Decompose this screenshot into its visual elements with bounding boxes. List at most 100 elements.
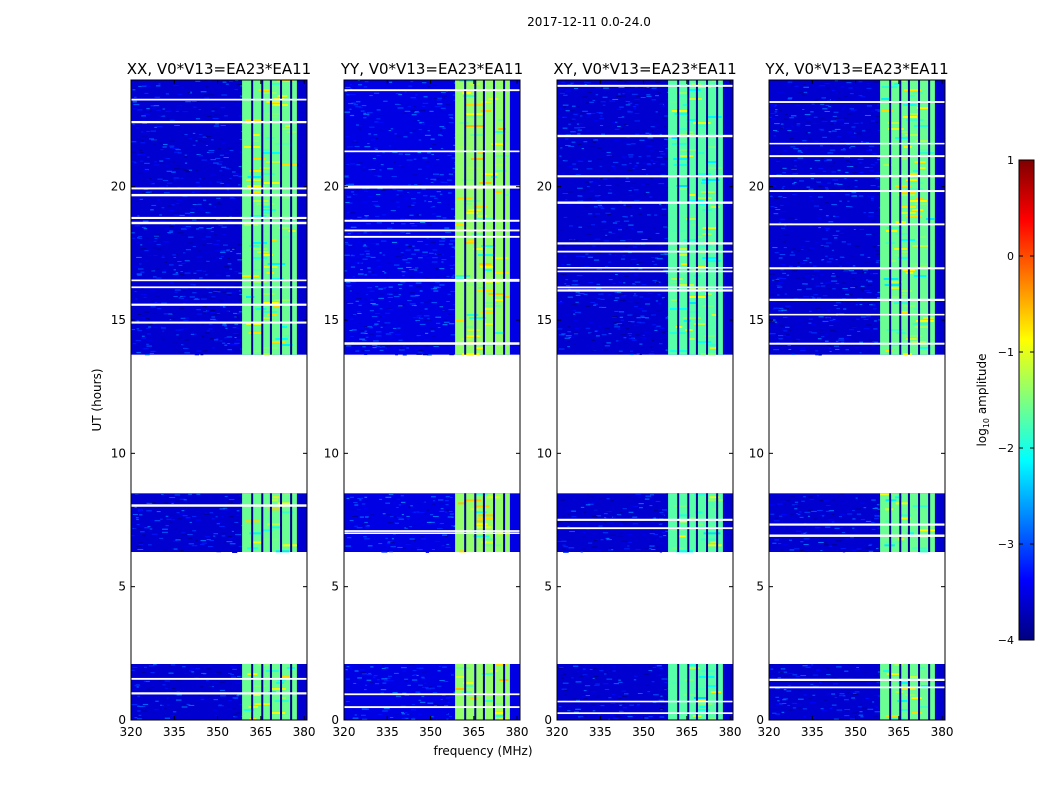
speckle bbox=[133, 536, 136, 538]
speckle bbox=[833, 320, 840, 322]
speckle bbox=[390, 222, 394, 224]
speckle bbox=[658, 303, 662, 305]
speckle bbox=[207, 309, 210, 311]
speckle bbox=[356, 523, 361, 525]
speckle bbox=[385, 502, 391, 504]
speckle bbox=[598, 195, 601, 197]
speckle bbox=[846, 692, 852, 694]
speckle bbox=[409, 285, 413, 287]
speckle bbox=[573, 505, 579, 507]
band-texture bbox=[491, 257, 509, 259]
band-texture bbox=[465, 685, 474, 687]
speckle bbox=[850, 718, 856, 720]
speckle bbox=[145, 327, 150, 329]
speckle bbox=[618, 681, 623, 683]
speckle bbox=[359, 516, 365, 518]
speckle bbox=[193, 298, 200, 300]
speckle bbox=[595, 94, 599, 96]
speckle bbox=[205, 86, 209, 88]
speckle bbox=[380, 129, 384, 131]
band-texture bbox=[691, 224, 700, 226]
speckle bbox=[625, 328, 630, 330]
speckle bbox=[419, 271, 423, 273]
speckle bbox=[432, 500, 436, 502]
speckle bbox=[577, 716, 584, 718]
speckle bbox=[606, 539, 612, 541]
speckle bbox=[217, 203, 223, 205]
speckle bbox=[623, 337, 627, 339]
speckle bbox=[173, 528, 178, 530]
speckle bbox=[192, 203, 198, 205]
speckle bbox=[398, 306, 402, 308]
speckle bbox=[426, 165, 429, 167]
speckle bbox=[406, 232, 411, 234]
speckle bbox=[155, 530, 161, 532]
speckle bbox=[613, 516, 618, 518]
speckle bbox=[603, 236, 610, 238]
speckle bbox=[223, 148, 227, 150]
speckle bbox=[843, 543, 849, 545]
band-texture bbox=[484, 700, 495, 702]
speckle bbox=[372, 344, 378, 346]
speckle bbox=[404, 153, 411, 155]
band-texture bbox=[455, 275, 471, 277]
speckle bbox=[146, 130, 150, 132]
speckle bbox=[360, 212, 366, 214]
speckle bbox=[134, 506, 137, 508]
band-texture bbox=[885, 508, 894, 511]
speckle bbox=[369, 350, 376, 352]
speckle bbox=[562, 515, 566, 517]
speckle bbox=[796, 513, 799, 515]
speckle bbox=[151, 270, 156, 272]
band-texture bbox=[697, 107, 707, 109]
speckle bbox=[626, 143, 631, 145]
speckle bbox=[847, 209, 851, 211]
speckle bbox=[871, 528, 876, 530]
speckle bbox=[795, 277, 801, 279]
speckle bbox=[131, 161, 136, 163]
speckle bbox=[567, 526, 570, 528]
speckle bbox=[182, 296, 187, 298]
speckle bbox=[392, 151, 398, 153]
speckle bbox=[854, 669, 860, 671]
speckle bbox=[437, 327, 441, 329]
band-texture bbox=[466, 335, 481, 337]
speckle bbox=[442, 181, 448, 183]
band-texture bbox=[695, 152, 705, 154]
speckle bbox=[444, 500, 449, 502]
speckle bbox=[214, 339, 219, 341]
speckle bbox=[644, 88, 650, 90]
speckle bbox=[662, 166, 665, 168]
speckle bbox=[840, 317, 845, 319]
speckle bbox=[444, 244, 447, 246]
speckle bbox=[403, 503, 408, 505]
speckle bbox=[779, 671, 784, 673]
x-tick-label: 350 bbox=[632, 725, 655, 739]
speckle bbox=[821, 259, 825, 261]
speckle bbox=[219, 154, 224, 156]
speckle bbox=[656, 273, 663, 275]
speckle bbox=[572, 280, 578, 282]
speckle bbox=[788, 97, 793, 99]
speckle bbox=[443, 265, 447, 267]
speckle bbox=[232, 248, 235, 250]
speckle bbox=[369, 310, 374, 312]
speckle bbox=[864, 547, 870, 549]
speckle bbox=[450, 290, 457, 292]
speckle bbox=[612, 161, 619, 163]
speckle bbox=[424, 308, 428, 310]
speckle bbox=[234, 349, 241, 351]
speckle bbox=[387, 698, 394, 700]
band-texture bbox=[492, 272, 509, 274]
speckle bbox=[599, 125, 604, 127]
speckle bbox=[375, 286, 379, 288]
band-texture bbox=[455, 667, 471, 669]
speckle bbox=[807, 116, 812, 118]
band-texture bbox=[885, 520, 893, 523]
speckle bbox=[207, 691, 213, 693]
speckle bbox=[173, 212, 179, 214]
speckle bbox=[406, 266, 412, 268]
speckle bbox=[433, 290, 439, 292]
speckle bbox=[874, 539, 881, 541]
speckle bbox=[402, 275, 405, 277]
